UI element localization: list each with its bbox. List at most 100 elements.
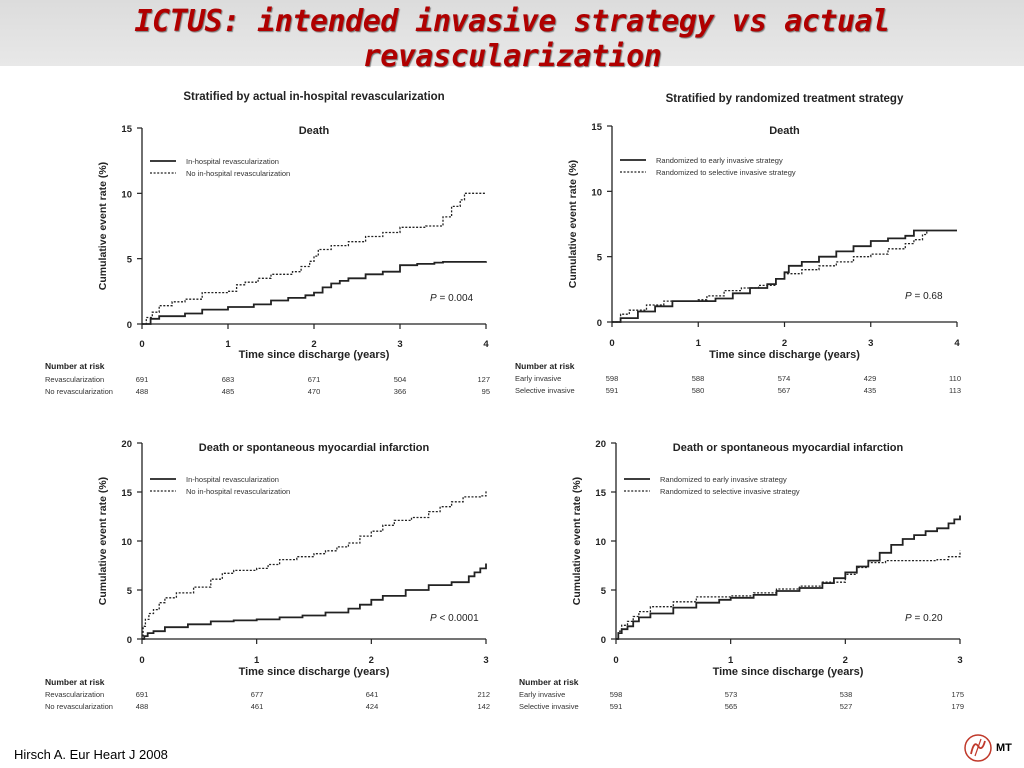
x-tick-label: 1 — [225, 339, 231, 350]
risk-cell: 683 — [222, 375, 235, 384]
risk-cell: 504 — [394, 375, 407, 384]
y-tick-label: 10 — [121, 537, 132, 548]
y-tick-label: 20 — [595, 439, 606, 450]
p-value-symbol: P — [430, 293, 437, 304]
risk-cell: 538 — [840, 690, 853, 699]
risk-table-header: Number at risk — [45, 677, 105, 687]
x-tick-label: 0 — [139, 339, 144, 350]
risk-cell: 212 — [477, 690, 490, 699]
x-tick-label: 2 — [843, 655, 848, 666]
risk-cell: 175 — [951, 690, 964, 699]
x-tick-label: 1 — [728, 655, 734, 666]
y-tick-label: 10 — [121, 189, 132, 200]
risk-cell: 488 — [136, 702, 149, 711]
legend-label-1: Randomized to early invasive strategy — [660, 475, 787, 484]
series-line-1 — [142, 563, 487, 640]
series-line-1 — [612, 229, 957, 323]
y-tick-label: 0 — [601, 635, 606, 646]
x-tick-label: 3 — [397, 339, 402, 350]
x-tick-label: 0 — [609, 338, 614, 349]
x-tick-label: 1 — [254, 655, 260, 666]
series-line-2 — [142, 491, 487, 640]
chart-title: Death or spontaneous myocardial infarcti… — [673, 442, 904, 454]
risk-row-label: Early invasive — [515, 374, 561, 383]
risk-cell: 470 — [308, 387, 321, 396]
y-tick-label: 15 — [595, 488, 606, 499]
chart-title: Death — [299, 125, 330, 137]
legend-label-2: No in-hospital revascularization — [186, 169, 290, 178]
x-axis-label: Time since discharge (years) — [713, 666, 864, 678]
risk-row-label: Selective invasive — [515, 386, 575, 395]
risk-cell: 591 — [610, 702, 623, 711]
y-tick-label: 15 — [591, 122, 602, 133]
chart-2: Stratified by randomized treatment strat… — [515, 93, 961, 395]
x-tick-label: 2 — [782, 338, 787, 349]
x-tick-label: 0 — [139, 655, 144, 666]
risk-table-header: Number at risk — [519, 677, 579, 687]
slide-title: ICTUS: intended invasive strategy vs act… — [134, 4, 890, 74]
risk-cell: 574 — [778, 374, 791, 383]
x-tick-label: 4 — [954, 338, 960, 349]
risk-cell: 485 — [222, 387, 235, 396]
p-value-text: = 0.004 — [437, 293, 474, 304]
risk-cell: 429 — [864, 374, 877, 383]
y-tick-label: 0 — [597, 318, 602, 329]
citation: Hirsch A. Eur Heart J 2008 — [14, 747, 168, 762]
series-line-1 — [616, 515, 961, 640]
risk-cell: 691 — [136, 375, 149, 384]
legend-label-1: Randomized to early invasive strategy — [656, 156, 783, 165]
p-value: P = 0.20 — [905, 613, 943, 624]
risk-cell: 527 — [840, 702, 853, 711]
chart-title: Death — [769, 125, 800, 137]
y-axis-label: Cumulative event rate (%) — [571, 477, 583, 605]
y-tick-label: 0 — [127, 635, 132, 646]
y-tick-label: 5 — [597, 253, 603, 264]
risk-cell: 573 — [725, 690, 738, 699]
chart-1: Stratified by actual in-hospital revascu… — [45, 91, 490, 396]
risk-cell: 366 — [394, 387, 407, 396]
risk-row-label: Revascularization — [45, 690, 104, 699]
risk-cell: 671 — [308, 375, 321, 384]
x-tick-label: 3 — [868, 338, 873, 349]
risk-cell: 641 — [366, 690, 379, 699]
x-tick-label: 2 — [311, 339, 316, 350]
p-value-text: = 0.20 — [912, 613, 943, 624]
y-axis-label: Cumulative event rate (%) — [97, 477, 109, 605]
p-value-text: = 0.68 — [912, 291, 943, 302]
risk-cell: 127 — [477, 375, 490, 384]
x-tick-label: 1 — [696, 338, 702, 349]
logo-text: MT — [996, 742, 1012, 754]
legend-label-2: Randomized to selective invasive strateg… — [656, 168, 796, 177]
y-tick-label: 10 — [591, 187, 602, 198]
x-axis-label: Time since discharge (years) — [239, 666, 390, 678]
x-axis-label: Time since discharge (years) — [239, 349, 390, 361]
x-tick-label: 3 — [483, 655, 488, 666]
risk-cell: 567 — [778, 386, 791, 395]
risk-cell: 435 — [864, 386, 877, 395]
p-value: P = 0.004 — [430, 293, 474, 304]
chart-section-heading: Stratified by randomized treatment strat… — [666, 93, 904, 105]
legend-label-2: Randomized to selective invasive strateg… — [660, 487, 800, 496]
risk-row-label: No revascularization — [45, 702, 113, 711]
y-tick-label: 15 — [121, 124, 132, 135]
chart-4: Death or spontaneous myocardial infarcti… — [519, 439, 964, 711]
risk-cell: 461 — [251, 702, 264, 711]
y-tick-label: 0 — [127, 320, 132, 331]
axes — [141, 443, 486, 640]
risk-cell: 142 — [477, 702, 490, 711]
p-value-symbol: P — [905, 291, 912, 302]
risk-table-header: Number at risk — [515, 361, 575, 371]
chart-title: Death or spontaneous myocardial infarcti… — [199, 442, 430, 454]
chart-3: Death or spontaneous myocardial infarcti… — [45, 439, 490, 711]
y-tick-label: 5 — [127, 586, 133, 597]
y-axis-label: Cumulative event rate (%) — [97, 162, 109, 290]
legend-label-2: No in-hospital revascularization — [186, 487, 290, 496]
x-tick-label: 2 — [369, 655, 374, 666]
risk-cell: 565 — [725, 702, 738, 711]
axes — [615, 443, 960, 640]
risk-row-label: Revascularization — [45, 375, 104, 384]
risk-cell: 598 — [606, 374, 619, 383]
risk-cell: 113 — [949, 386, 961, 395]
risk-cell: 110 — [949, 374, 961, 383]
